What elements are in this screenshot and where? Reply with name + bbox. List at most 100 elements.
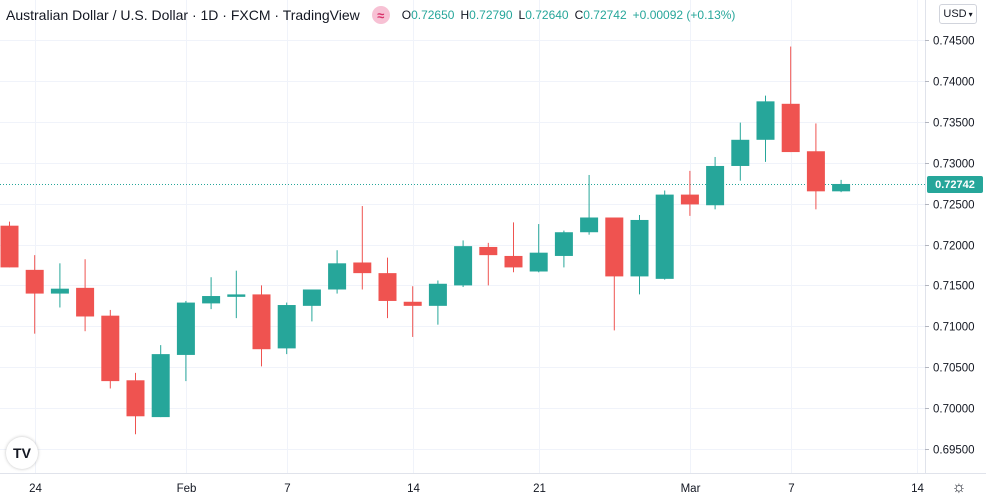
- candle: [529, 224, 548, 273]
- candle-body: [202, 296, 221, 304]
- time-tick-label: 21: [533, 483, 546, 495]
- price-tick-label: 0.69500: [933, 445, 975, 457]
- price-tick-label: 0.73500: [933, 118, 975, 130]
- low-value: L0.72640: [518, 8, 569, 22]
- compare-icon[interactable]: ≈: [371, 6, 390, 24]
- candle: [428, 280, 447, 325]
- candle: [353, 206, 372, 290]
- chart-axes: [0, 0, 986, 474]
- time-tick-label: Mar: [681, 483, 701, 495]
- candle-body: [680, 194, 699, 205]
- candle: [0, 221, 19, 268]
- symbol-title[interactable]: Australian Dollar / U.S. Dollar · 1D · F…: [6, 7, 360, 23]
- chevron-down-icon: ▾: [968, 9, 973, 19]
- price-axis[interactable]: 0.74500 0.74000 0.73500 0.73000 0.72500 0.720…: [925, 36, 975, 457]
- candle: [176, 300, 195, 382]
- candle-body: [277, 305, 296, 349]
- open-value: O0.72650: [401, 8, 455, 22]
- candle-body: [353, 262, 372, 274]
- candle-body: [706, 165, 725, 206]
- candle-body: [328, 263, 347, 290]
- ohlc-values: O0.72650 H0.72790 L0.72640 C0.72742 +0.0…: [402, 8, 736, 22]
- candle: [76, 259, 95, 332]
- candle: [126, 372, 145, 435]
- candle-body: [630, 219, 649, 277]
- candle-body: [504, 255, 523, 268]
- candle: [781, 46, 800, 153]
- candle-body: [126, 380, 145, 417]
- time-tick-label: 7: [788, 483, 794, 495]
- price-tick-label: 0.70500: [933, 363, 975, 375]
- candle: [302, 289, 321, 322]
- candle: [277, 302, 296, 355]
- candle: [580, 174, 599, 235]
- candle: [630, 215, 649, 295]
- candle: [479, 242, 498, 286]
- candle-body: [781, 103, 800, 153]
- candle: [680, 170, 699, 216]
- candle-body: [25, 269, 44, 294]
- candle-body: [731, 139, 750, 166]
- candle: [202, 277, 221, 310]
- candle: [101, 309, 120, 389]
- candle: [554, 230, 573, 268]
- price-tick-label: 0.74000: [933, 77, 975, 89]
- candle-body: [529, 252, 548, 272]
- time-tick-label: 14: [407, 483, 420, 495]
- candle-body: [655, 194, 674, 279]
- candle-body: [151, 354, 170, 418]
- candle-body: [806, 151, 825, 192]
- candle-body: [0, 225, 19, 268]
- candle-body: [605, 217, 624, 277]
- candle: [605, 217, 624, 331]
- candle: [832, 179, 851, 193]
- candle: [227, 270, 246, 319]
- candle-body: [428, 283, 447, 306]
- candle: [731, 122, 750, 181]
- time-axis[interactable]: 24 Feb 7 14 21 Mar 7 14: [29, 483, 924, 495]
- candle-body: [479, 246, 498, 256]
- candle-body: [454, 246, 473, 286]
- currency-label: USD: [943, 8, 967, 20]
- candle: [151, 345, 170, 418]
- time-tick-label: 24: [29, 483, 42, 495]
- candle: [252, 285, 271, 367]
- current-price-tag: 0.72742: [927, 176, 983, 193]
- candle: [50, 263, 69, 308]
- price-tick-label: 0.74500: [933, 36, 975, 48]
- candle: [454, 240, 473, 288]
- price-tick-label: 0.71000: [933, 322, 975, 334]
- candle-body: [252, 294, 271, 350]
- candle: [328, 250, 347, 294]
- high-value: H0.72790: [460, 8, 513, 22]
- candle: [378, 257, 397, 319]
- price-tick-label: 0.73000: [933, 159, 975, 171]
- price-tick-label: 0.72000: [933, 241, 975, 253]
- candle-body: [756, 101, 775, 140]
- candle: [806, 123, 825, 210]
- time-tick-label: 7: [284, 483, 290, 495]
- candle: [756, 95, 775, 162]
- candle: [706, 156, 725, 210]
- candle: [655, 190, 674, 280]
- gear-icon[interactable]: ☼: [951, 479, 967, 496]
- candle-body: [101, 315, 120, 382]
- candle-body: [378, 273, 397, 301]
- candle: [25, 255, 44, 334]
- candle-body: [227, 294, 246, 297]
- candle-body: [554, 232, 573, 256]
- currency-selector[interactable]: USD ▾: [939, 4, 977, 24]
- close-value: C0.72742: [574, 8, 627, 22]
- change-value: +0.00092 (+0.13%): [632, 8, 736, 22]
- price-tick-label: 0.70000: [933, 404, 975, 416]
- candlestick-series: [0, 46, 851, 435]
- candle-body: [76, 287, 95, 317]
- time-tick-label: Feb: [177, 483, 197, 495]
- tradingview-logo[interactable]: TV: [6, 437, 38, 469]
- chart-legend: Australian Dollar / U.S. Dollar · 1D · F…: [6, 4, 735, 26]
- candle-body: [302, 289, 321, 306]
- grid-lines: [0, 0, 925, 473]
- candle-body: [832, 183, 851, 192]
- candle-body: [580, 217, 599, 233]
